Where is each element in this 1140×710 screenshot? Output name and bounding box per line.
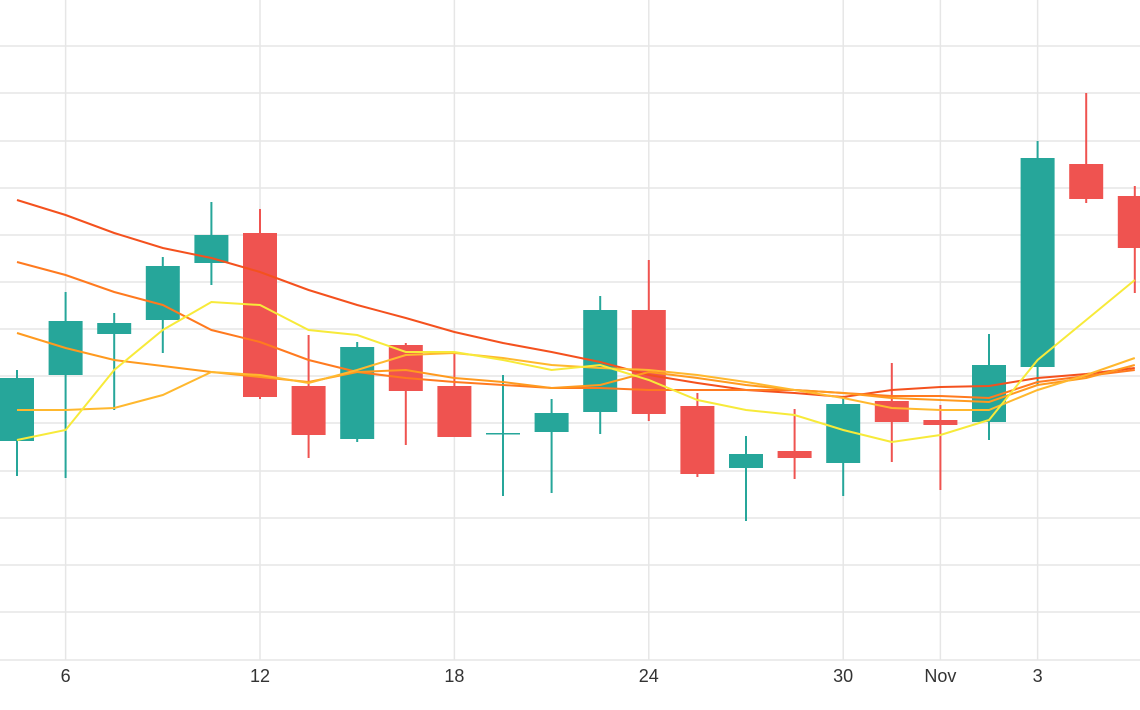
candle-body [534,413,569,432]
candle-body [923,420,958,425]
candle-body [291,386,326,435]
moving-average-line [16,332,1136,404]
moving-average-line [16,261,1135,400]
candle-body [729,454,763,468]
candle-body [777,451,812,458]
candle-body [243,233,277,397]
candle-body [1117,196,1140,248]
moving-average-line [16,199,1135,399]
x-tick-label: 30 [833,666,853,686]
x-axis: 6 12 18 24 30 Nov 3 [0,659,1140,686]
candle-body [631,310,666,414]
x-tick-label: Nov [924,666,956,686]
x-tick-label: 24 [639,666,659,686]
candle-body [1069,164,1104,199]
x-tick-label: 18 [444,666,464,686]
candle-body [340,347,375,439]
candle-body [486,433,520,435]
candle-body [1020,158,1055,367]
x-tick-label: 6 [61,666,71,686]
candle-body [437,386,472,437]
grid [0,0,1140,660]
candle-body [97,323,132,334]
plot-area [0,93,1140,521]
candle-body [680,406,715,474]
x-tick-label: 3 [1033,666,1043,686]
moving-average-line [16,279,1136,444]
candle-body [874,401,909,422]
x-tick-label: 12 [250,666,270,686]
